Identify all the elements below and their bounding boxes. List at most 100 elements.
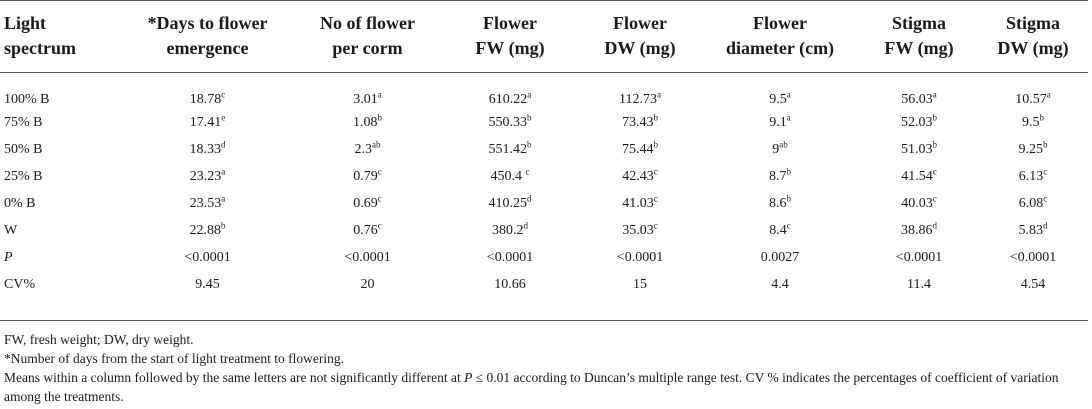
significance-letter: a [377, 88, 382, 99]
cell-value: 610.22 [488, 91, 528, 107]
cell-value: 9 [772, 141, 780, 157]
cell-value: 551.42 [488, 141, 528, 157]
table-cell: 410.25d [440, 190, 580, 217]
cell-value: 5.83 [1018, 222, 1044, 238]
cell-value: <0.0001 [486, 249, 534, 265]
significance-letter: c [653, 219, 658, 230]
cell-value: <0.0001 [344, 249, 391, 265]
table-cell: 1.08b [295, 109, 440, 136]
table-cell: 23.53a [120, 190, 295, 217]
cell-value: <0.0001 [616, 249, 664, 265]
table-row: 100% B 18.78c 3.01a 610.22a 112.73a 9.5a 56.03… [0, 72, 1088, 109]
column-header-line: emergence [166, 38, 249, 58]
table-row: 50% B 18.33d 2.3ab 551.42b 75.44b 9ab 51.03b 9.… [0, 136, 1088, 163]
table-cell: 0.76c [295, 217, 440, 244]
cell-value: 9.1 [769, 114, 787, 130]
table-cell: <0.0001 [978, 244, 1088, 271]
significance-letter: d [932, 219, 938, 230]
significance-letter: a [221, 192, 226, 203]
table-cell: <0.0001 [440, 244, 580, 271]
significance-letter: b [1039, 111, 1045, 122]
table-cell: 112.73a [580, 72, 700, 109]
column-header-line: Flower [483, 13, 537, 33]
table-cell: 41.54c [860, 163, 978, 190]
significance-letter: c [1043, 192, 1048, 203]
table-cell: <0.0001 [120, 244, 295, 271]
column-header-line: diameter (cm) [725, 38, 835, 58]
table-body: 100% B 18.78c 3.01a 610.22a 112.73a 9.5a 56.03… [0, 72, 1088, 298]
table-cell: 18.78c [120, 72, 295, 109]
column-header: Flower FW (mg) [440, 0, 580, 72]
row-label: CV% [4, 276, 36, 292]
top-rule [0, 0, 1088, 1]
means-note-part-1: Means within a column followed by the sa… [4, 370, 465, 385]
means-note-p: P [464, 370, 473, 385]
cell-value: 23.23 [189, 168, 222, 184]
table-cell: 10.57a [978, 72, 1088, 109]
header-rule [0, 72, 1088, 73]
table-cell: 0.69c [295, 190, 440, 217]
table-cell: 450.4 c [440, 163, 580, 190]
row-label: 50% B [4, 141, 43, 157]
significance-letter: c [1043, 165, 1048, 176]
significance-letter: e [221, 111, 226, 122]
significance-letter: b [786, 192, 792, 203]
table-cell: 11.4 [860, 271, 978, 298]
table-cell: 9.25b [978, 136, 1088, 163]
cell-value: 0.0027 [760, 249, 800, 265]
table-row: 0% B 23.53a 0.69c 410.25d 41.03c 8.6b 40.03c 6.… [0, 190, 1088, 217]
row-label: 100% B [4, 91, 50, 107]
cell-value: 38.86 [901, 222, 933, 238]
row-label: W [4, 222, 18, 238]
significance-letter: d [523, 219, 529, 230]
table-cell: 9.1a [700, 109, 860, 136]
cell-value: 410.25 [488, 195, 528, 211]
cell-value: 112.73 [619, 91, 657, 107]
bottom-rule [0, 320, 1088, 321]
cell-value: 75.44 [622, 141, 654, 157]
cell-value: 9.25 [1018, 141, 1044, 157]
cell-value: 35.03 [622, 222, 654, 238]
cell-value: 8.6 [769, 195, 787, 211]
table-cell: 5.83d [978, 217, 1088, 244]
column-header-line: DW (mg) [604, 38, 676, 58]
significance-letter: d [221, 138, 226, 149]
table-cell: 56.03a [860, 72, 978, 109]
cell-value: 20 [360, 276, 375, 292]
row-label: P [4, 249, 13, 265]
significance-letter: c [932, 192, 937, 203]
cell-value: 450.4 [490, 168, 526, 184]
table-cell: 9ab [700, 136, 860, 163]
column-header: Flower diameter (cm) [700, 0, 860, 72]
table-cell: 8.4c [700, 217, 860, 244]
table-cell: 23.23a [120, 163, 295, 190]
cell-value: 8.7 [769, 168, 787, 184]
cell-value: 10.57 [1015, 91, 1047, 107]
cell-value: 52.03 [901, 114, 933, 130]
cell-value: 6.13 [1018, 168, 1044, 184]
significance-letter: c [932, 165, 937, 176]
cell-value: 9.5 [769, 91, 787, 107]
cell-value: 10.66 [494, 276, 526, 292]
significance-letter: d [1043, 219, 1048, 230]
table-row: W 22.88b 0.76c 380.2d 35.03c 8.4c 38.86d 5.83d [0, 217, 1088, 244]
table-row: 75% B 17.41e 1.08b 550.33b 73.43b 9.1a 52.03b 9… [0, 109, 1088, 136]
table-footnotes: FW, fresh weight; DW, dry weight. *Numbe… [4, 330, 1086, 406]
significance-letter: c [377, 219, 382, 230]
table-cell: 10.66 [440, 271, 580, 298]
cell-value: 17.41 [189, 114, 222, 130]
cell-value: 6.08 [1018, 195, 1044, 211]
table-cell: 4.4 [700, 271, 860, 298]
column-header: No of flower per corm [295, 0, 440, 72]
column-header-line: Flower [753, 13, 807, 33]
table-row: P <0.0001 <0.0001 <0.0001 <0.0001 0.0027 <0.00… [0, 244, 1088, 271]
significance-letter: c [221, 88, 226, 99]
significance-letter: a [527, 88, 532, 99]
table-cell: 6.13c [978, 163, 1088, 190]
significance-letter: d [527, 192, 532, 203]
cell-value: 9.45 [195, 276, 220, 292]
table-cell: 51.03b [860, 136, 978, 163]
cell-value: 15 [633, 276, 647, 292]
table-row: CV% 9.45 20 10.66 15 4.4 11.4 4.54 [0, 271, 1088, 298]
